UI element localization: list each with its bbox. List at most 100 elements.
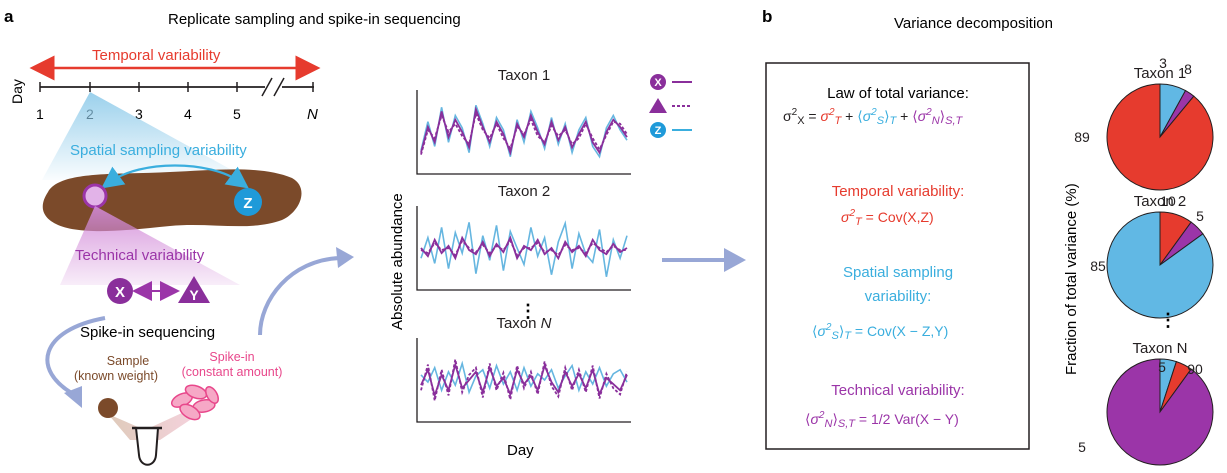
sample-z-circle (234, 188, 262, 216)
curved-arrow-to-tube-head (64, 386, 82, 408)
pie-y-axis-label: Fraction of total variance (%) (1063, 183, 1080, 375)
pie-value-label: 3 (1159, 55, 1167, 71)
replicate-x-label: X (115, 284, 125, 301)
legend-z-label: Z (655, 125, 662, 137)
curved-arrow-to-plots-head (336, 247, 354, 268)
pie-value-label: 5 (1196, 208, 1204, 224)
series-x-line (420, 361, 628, 399)
abundance-plot-title: Taxon 1 (498, 67, 551, 84)
sample-known-weight-label: (known weight) (74, 369, 158, 383)
abundance-plot-axes (416, 206, 631, 291)
mixing-fan (108, 400, 210, 440)
plots-y-axis-label: Absolute abundance (389, 193, 406, 330)
panel-a-letter: a (4, 7, 14, 26)
legend-x-label: X (654, 77, 662, 89)
pie-chart-3: Taxon N 5 5 90 (1078, 340, 1214, 466)
pie-value-label: 8 (1184, 61, 1192, 77)
day-tick-1: 1 (36, 106, 44, 122)
curved-arrow-to-tube (45, 316, 106, 397)
technical-variability-label: Technical variability (75, 247, 205, 264)
legend-x-circle (650, 74, 666, 90)
pie-slice-technical (1106, 358, 1214, 466)
abundance-plot-axes (416, 90, 631, 175)
pie-slice-spatial-sampling (1106, 211, 1214, 319)
day-tick-5: 5 (233, 106, 241, 122)
pie-chart-2: Taxon 210 85 5 (1090, 193, 1214, 319)
day-timeline (39, 77, 314, 97)
tube-icon (134, 427, 160, 466)
replicate-x-circle (107, 278, 133, 304)
plots-ellipsis: ⋮ (519, 301, 537, 321)
abundance-plots: Taxon 1 Taxon 2 Taxon N (416, 67, 631, 423)
spike-in-constant-amount-label: (constant amount) (182, 365, 283, 379)
pie-chart-1: Taxon 1 89 8 3 (1074, 55, 1214, 191)
total-variance-equation: σ2X = σ2T + ⟨σ2S⟩T + ⟨σ2N⟩S,T (783, 107, 964, 127)
spatial-variability-title-line2: variability: (865, 288, 932, 305)
series-x-line (420, 106, 628, 156)
abundance-plot-axes (416, 338, 631, 423)
pie-value-label: 90 (1187, 361, 1203, 377)
variance-equation-box (765, 62, 1030, 450)
day-tick-4: 4 (184, 106, 192, 122)
pie-value-label: 5 (1158, 359, 1166, 375)
plot-legend: X Z (649, 74, 692, 138)
temporal-variability-label: Temporal variability (92, 47, 221, 64)
spatial-sampling-label: Spatial sampling variability (70, 142, 247, 159)
soil-sample-icon (42, 169, 302, 232)
panel-a-title: Replicate sampling and spike-in sequenci… (168, 11, 461, 28)
series-z-line (420, 220, 628, 277)
series-x-line (420, 235, 628, 261)
pie-title: Taxon N (1132, 340, 1187, 357)
pie-slice-temporal (1106, 83, 1214, 191)
spatial-sampling-fan (42, 92, 250, 180)
pie-value-label: 5 (1078, 439, 1086, 455)
spike-in-cells-icon (170, 384, 219, 421)
panel-b-letter: b (762, 7, 772, 26)
spike-in-sequencing-title: Spike-in sequencing (80, 324, 215, 341)
technical-fan (60, 206, 240, 285)
pie-value-label: 85 (1090, 258, 1106, 274)
sample-pellet-icon (98, 398, 118, 418)
sample-x-site (82, 183, 108, 209)
legend-z-circle (650, 122, 666, 138)
legend-y-triangle (649, 98, 667, 113)
sample-label: Sample (107, 354, 149, 368)
spatial-equation: ⟨σ2S⟩T = Cov(X − Z,Y) (812, 322, 948, 342)
technical-variability-title: Technical variability: (831, 382, 964, 399)
abundance-plot-title: Taxon N (496, 315, 551, 332)
temporal-equation-rhs: = Cov(X,Z) (862, 209, 934, 225)
series-y-line (420, 359, 628, 401)
abundance-plot-1: Taxon 1 (416, 67, 631, 175)
pie-ellipsis: ⋮ (1159, 310, 1177, 330)
abundance-plot-3: Taxon N (416, 315, 631, 423)
spatial-variability-title-line1: Spatial sampling (843, 264, 953, 281)
abundance-plot-2: Taxon 2 (416, 183, 631, 291)
replicate-y-triangle (178, 276, 210, 303)
series-z-line (420, 360, 628, 395)
sample-z-label: Z (243, 195, 252, 212)
series-y-line (420, 239, 627, 257)
pie-title: Taxon 2 (1134, 193, 1187, 210)
pie-value-label: 10 (1160, 193, 1176, 209)
abundance-plot-title: Taxon 2 (498, 183, 551, 200)
technical-equation: ⟨σ2N⟩S,T = 1/2 Var(X − Y) (805, 410, 959, 430)
temporal-variability-title: Temporal variability: (832, 183, 965, 200)
technical-equation-rhs: = 1/2 Var(X − Y) (855, 411, 959, 427)
spatial-double-arrow (101, 164, 249, 189)
day-tick-3: 3 (135, 106, 143, 122)
spike-in-label: Spike-in (209, 350, 254, 364)
law-of-total-variance-title: Law of total variance: (827, 85, 969, 102)
day-tick-n: N (307, 106, 318, 123)
replicate-y-label: Y (189, 287, 199, 303)
panel-b-title: Variance decomposition (894, 15, 1053, 32)
plots-x-axis-label: Day (507, 442, 534, 459)
series-z-line (420, 105, 628, 159)
pie-value-label: 89 (1074, 129, 1090, 145)
spatial-equation-rhs: = Cov(X − Z,Y) (851, 323, 948, 339)
curved-arrow-to-plots (258, 256, 341, 336)
panel-transition-arrow-head (724, 248, 746, 272)
variance-pie-charts: Taxon 1 89 8 3 Taxon 210 85 5 Taxon N 5 5 90 (1074, 55, 1214, 466)
day-axis-label: Day (9, 79, 25, 104)
pie-title: Taxon 1 (1134, 65, 1187, 82)
temporal-equation: σ2T = Cov(X,Z) (841, 208, 934, 228)
